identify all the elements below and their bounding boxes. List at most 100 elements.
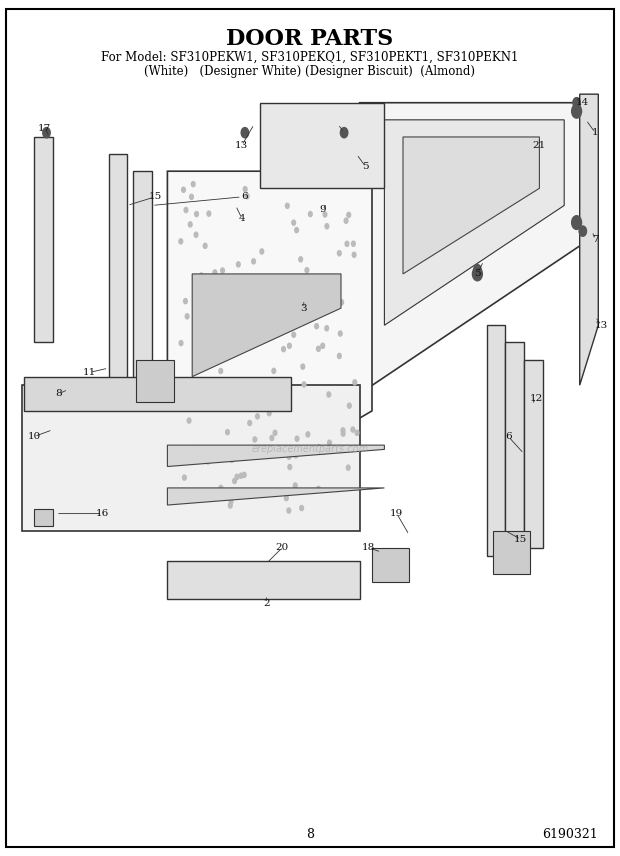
Circle shape: [351, 427, 355, 432]
Circle shape: [184, 299, 187, 304]
Circle shape: [347, 465, 350, 470]
Polygon shape: [167, 561, 360, 599]
Polygon shape: [108, 154, 127, 385]
Text: 1: 1: [592, 128, 598, 137]
Circle shape: [341, 431, 345, 437]
Polygon shape: [192, 274, 341, 377]
Circle shape: [234, 337, 237, 342]
Circle shape: [43, 128, 50, 138]
Circle shape: [288, 465, 291, 470]
Circle shape: [306, 431, 310, 437]
Polygon shape: [493, 531, 530, 574]
Text: (White)   (Designer White) (Designer Biscuit)  (Almond): (White) (Designer White) (Designer Biscu…: [144, 65, 476, 79]
Polygon shape: [384, 120, 564, 325]
Circle shape: [236, 449, 239, 454]
Text: 8: 8: [56, 389, 62, 398]
Circle shape: [182, 187, 185, 193]
Circle shape: [182, 475, 186, 480]
Text: 17: 17: [38, 124, 51, 133]
Circle shape: [355, 431, 359, 436]
Circle shape: [185, 314, 189, 319]
Circle shape: [277, 280, 280, 285]
Circle shape: [299, 506, 303, 511]
Circle shape: [224, 290, 228, 295]
Text: 2: 2: [264, 599, 270, 608]
Text: 3: 3: [301, 304, 307, 312]
Circle shape: [572, 104, 582, 118]
Circle shape: [239, 395, 242, 400]
Circle shape: [200, 398, 203, 403]
Circle shape: [299, 257, 303, 262]
Circle shape: [309, 211, 312, 217]
Polygon shape: [167, 445, 384, 467]
Circle shape: [219, 485, 223, 490]
Circle shape: [195, 211, 198, 217]
Circle shape: [226, 430, 229, 435]
Circle shape: [239, 473, 243, 479]
Polygon shape: [487, 325, 505, 556]
Polygon shape: [580, 94, 598, 385]
Circle shape: [285, 203, 289, 208]
Circle shape: [253, 437, 257, 442]
Circle shape: [190, 194, 193, 199]
Text: 13: 13: [235, 141, 249, 150]
Text: 20: 20: [275, 544, 289, 552]
Circle shape: [474, 265, 481, 275]
Circle shape: [179, 239, 183, 244]
Circle shape: [270, 436, 274, 441]
Circle shape: [228, 503, 232, 508]
Circle shape: [579, 226, 587, 236]
Text: 14: 14: [576, 98, 590, 107]
Circle shape: [207, 211, 211, 217]
Circle shape: [224, 291, 228, 296]
Circle shape: [246, 193, 249, 199]
Circle shape: [243, 187, 247, 192]
Text: 12: 12: [529, 394, 543, 402]
Circle shape: [244, 300, 248, 305]
Text: DOOR PARTS: DOOR PARTS: [226, 27, 394, 50]
Circle shape: [287, 454, 291, 459]
Polygon shape: [524, 360, 542, 548]
Circle shape: [472, 267, 482, 281]
Text: 9: 9: [319, 205, 326, 214]
Circle shape: [231, 389, 234, 394]
Circle shape: [322, 449, 326, 454]
Circle shape: [317, 346, 321, 351]
Text: 11: 11: [83, 368, 97, 377]
Circle shape: [292, 332, 296, 337]
Circle shape: [267, 411, 271, 416]
Circle shape: [296, 321, 300, 326]
Circle shape: [194, 232, 198, 237]
Circle shape: [232, 479, 236, 484]
Text: 15: 15: [514, 535, 528, 544]
Circle shape: [573, 98, 580, 108]
Circle shape: [237, 490, 241, 495]
Circle shape: [327, 440, 331, 445]
Polygon shape: [360, 103, 589, 394]
Circle shape: [317, 445, 321, 450]
Polygon shape: [260, 103, 384, 188]
Circle shape: [179, 457, 182, 462]
Polygon shape: [136, 360, 174, 402]
Circle shape: [188, 222, 192, 227]
Circle shape: [248, 420, 252, 425]
Text: 5: 5: [363, 163, 369, 171]
Circle shape: [301, 364, 304, 369]
Circle shape: [277, 449, 280, 455]
Circle shape: [219, 368, 223, 373]
Circle shape: [294, 452, 298, 457]
Circle shape: [241, 128, 249, 138]
Polygon shape: [24, 377, 291, 411]
Text: 6: 6: [242, 193, 248, 201]
Circle shape: [281, 347, 285, 352]
Circle shape: [285, 496, 288, 501]
Circle shape: [317, 486, 321, 491]
Circle shape: [271, 276, 275, 282]
Text: 13: 13: [595, 321, 608, 330]
Polygon shape: [403, 137, 539, 274]
Circle shape: [255, 413, 259, 419]
Circle shape: [341, 428, 345, 433]
Circle shape: [228, 330, 232, 335]
Circle shape: [339, 300, 342, 306]
Circle shape: [340, 128, 348, 138]
